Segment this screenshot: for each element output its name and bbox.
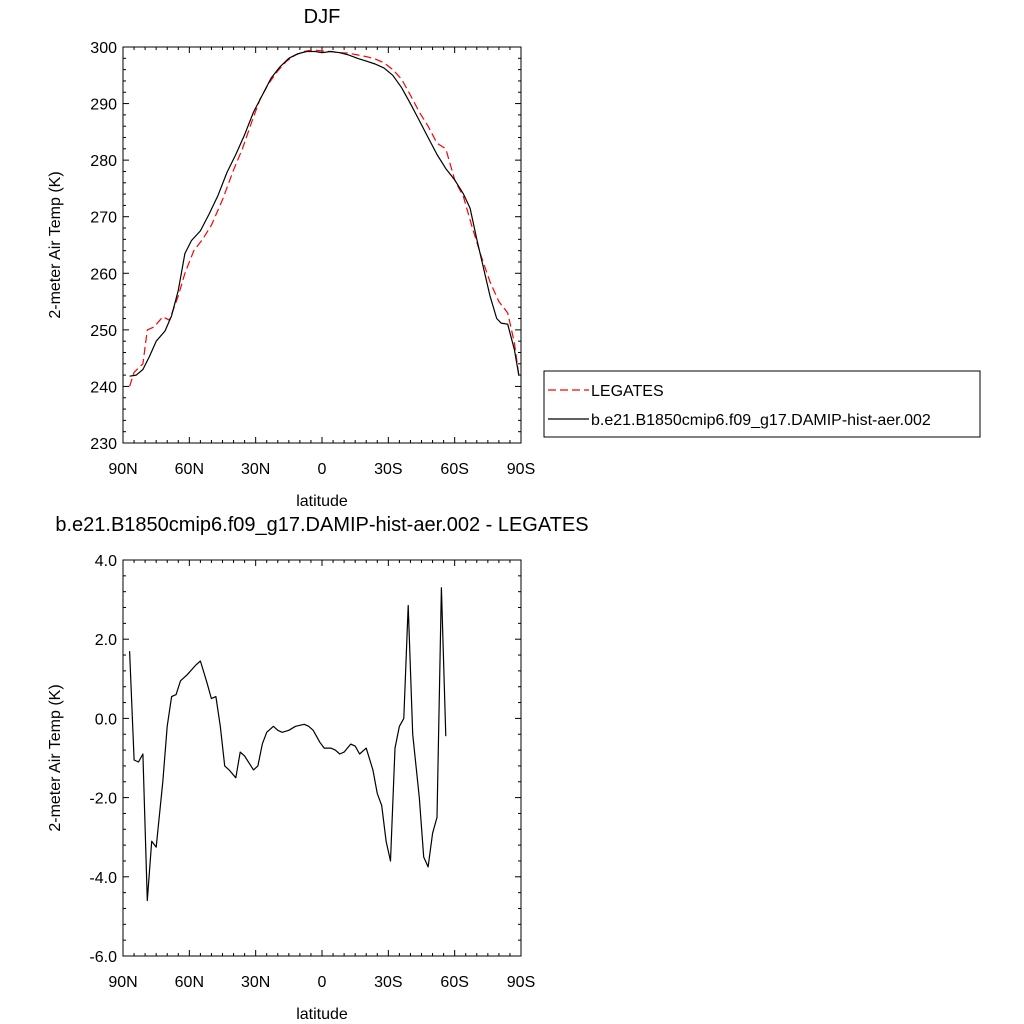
- x-tick-label: 90S: [507, 974, 535, 991]
- x-tick-label: 60S: [440, 461, 468, 478]
- series-line-0-0: [129, 49, 520, 387]
- x-tick-label: 90N: [108, 461, 137, 478]
- tick-marks-top: [122, 46, 522, 444]
- legend-label-model: b.e21.B1850cmip6.f09_g17.DAMIP-hist-aer.…: [591, 412, 931, 429]
- y-tick-label: 260: [90, 266, 117, 283]
- x-tick-labels-bottom: 90N 60N 30N 0 30S 60S 90S: [108, 974, 535, 991]
- legend-box: [543, 370, 981, 438]
- y-axis-title-top: 2-meter Air Temp (K): [47, 171, 64, 318]
- x-tick-label: 60N: [175, 974, 204, 991]
- plot-frame-top: [122, 46, 522, 444]
- y-tick-label: 300: [90, 40, 117, 57]
- x-axis-title-bottom: latitude: [296, 1006, 348, 1023]
- series-line-1-0: [129, 587, 447, 902]
- x-tick-label: 30N: [241, 974, 270, 991]
- x-tick-label: 90N: [108, 974, 137, 991]
- y-tick-label: 2.0: [95, 632, 117, 649]
- series-lines-bottom: [129, 587, 447, 902]
- y-tick-label: 280: [90, 153, 117, 170]
- x-tick-label: 0: [318, 461, 327, 478]
- y-tick-label: -6.0: [89, 949, 117, 966]
- y-tick-label: 230: [90, 436, 117, 453]
- y-tick-label: 240: [90, 379, 117, 396]
- x-tick-label: 90S: [507, 461, 535, 478]
- series-lines-top: [129, 49, 520, 387]
- chart-title-top: DJF: [304, 6, 341, 28]
- y-axis-title-bottom: 2-meter Air Temp (K): [47, 684, 64, 831]
- tick-marks-bottom: [122, 559, 522, 957]
- y-tick-labels-top: 300 290 280 270 260 250 240 230: [90, 40, 117, 453]
- series-line-0-1: [129, 50, 520, 377]
- x-tick-label: 30S: [374, 461, 402, 478]
- x-axis-title-top: latitude: [296, 493, 348, 510]
- y-tick-label: 290: [90, 97, 117, 114]
- x-tick-label: 30N: [241, 461, 270, 478]
- y-tick-labels-bottom: 4.0 2.0 0.0 -2.0 -4.0 -6.0: [89, 553, 117, 966]
- x-tick-label: 60S: [440, 974, 468, 991]
- y-tick-label: 250: [90, 323, 117, 340]
- chart-bottom-panel: b.e21.B1850cmip6.f09_g17.DAMIP-hist-aer.…: [47, 514, 589, 1023]
- y-tick-label: -2.0: [89, 791, 117, 808]
- y-tick-label: 0.0: [95, 711, 117, 728]
- x-tick-labels-top: 90N 60N 30N 0 30S 60S 90S: [108, 461, 535, 478]
- y-tick-label: -4.0: [89, 870, 117, 887]
- x-tick-label: 60N: [175, 461, 204, 478]
- plot-frame-bottom: [122, 559, 522, 957]
- x-tick-label: 30S: [374, 974, 402, 991]
- chart-top-panel: DJF 90N 60N 30N 0 30S 60S 90S 300 290 280 270 260 2…: [47, 6, 535, 510]
- legend-label-legates: LEGATES: [591, 383, 664, 400]
- y-tick-label: 4.0: [95, 553, 117, 570]
- legend: LEGATES b.e21.B1850cmip6.f09_g17.DAMIP-h…: [543, 370, 981, 438]
- y-tick-label: 270: [90, 210, 117, 227]
- x-tick-label: 0: [318, 974, 327, 991]
- chart-title-bottom: b.e21.B1850cmip6.f09_g17.DAMIP-hist-aer.…: [55, 514, 588, 536]
